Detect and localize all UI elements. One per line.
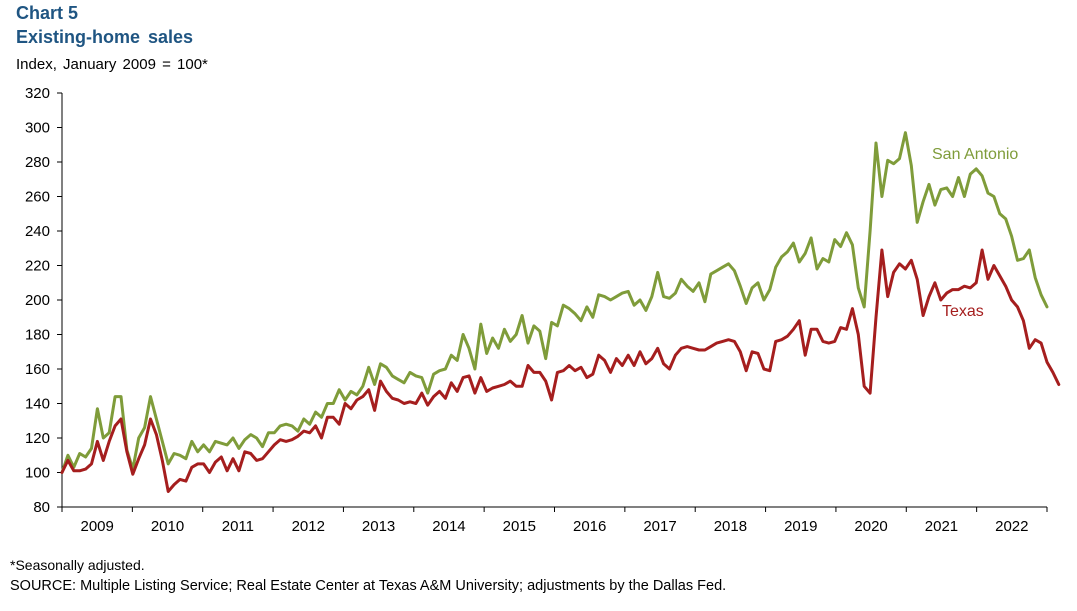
x-tick-label: 2009 [80, 518, 113, 535]
source-note: SOURCE: Multiple Listing Service; Real E… [10, 578, 727, 594]
chart-subtitle: Index, January 2009 = 100* [16, 56, 208, 73]
series-labels: San Antonio Texas [932, 146, 1018, 320]
chart-title: Existing-home sales [16, 27, 194, 47]
y-tick-label: 140 [25, 396, 50, 413]
x-tick-label: 2012 [292, 518, 325, 535]
x-tick-label: 2020 [854, 518, 887, 535]
y-tick-label: 160 [25, 361, 50, 378]
y-tick-label: 300 [25, 120, 50, 137]
chart-number: Chart 5 [16, 3, 79, 23]
x-tick-label: 2016 [573, 518, 606, 535]
y-tick-label: 80 [33, 499, 50, 516]
x-tick-label: 2014 [432, 518, 465, 535]
series-line-san-antonio [60, 131, 1049, 474]
y-tick-label: 220 [25, 258, 50, 275]
y-tick-label: 320 [25, 85, 50, 102]
footnote: *Seasonally adjusted. [10, 557, 145, 573]
x-tick-label: 2013 [362, 518, 395, 535]
x-axis: 2009 2010 2011 2012 2013 2014 2015 2016 2017 2018… [61, 506, 1048, 535]
series-line-texas [60, 248, 1061, 493]
y-tick-label: 280 [25, 154, 50, 171]
y-tick-label: 260 [25, 189, 50, 206]
series-lines [60, 131, 1061, 493]
x-tick-label: 2018 [714, 518, 747, 535]
x-tick-label: 2022 [995, 518, 1028, 535]
x-tick-label: 2015 [503, 518, 536, 535]
series-label-texas: Texas [942, 303, 984, 320]
x-tick-label: 2010 [151, 518, 184, 535]
x-tick-label: 2019 [784, 518, 817, 535]
y-tick-label: 100 [25, 465, 50, 482]
y-tick-label: 180 [25, 327, 50, 344]
y-tick-label: 240 [25, 223, 50, 240]
x-tick-label: 2021 [925, 518, 958, 535]
x-tick-label: 2011 [222, 518, 254, 535]
y-tick-label: 200 [25, 292, 50, 309]
series-label-san-antonio: San Antonio [932, 146, 1018, 163]
y-tick-label: 120 [25, 430, 50, 447]
y-axis: 80 100 120 140 160 180 200 220 240 260 280 300 320 [25, 85, 63, 516]
x-tick-label: 2017 [643, 518, 676, 535]
